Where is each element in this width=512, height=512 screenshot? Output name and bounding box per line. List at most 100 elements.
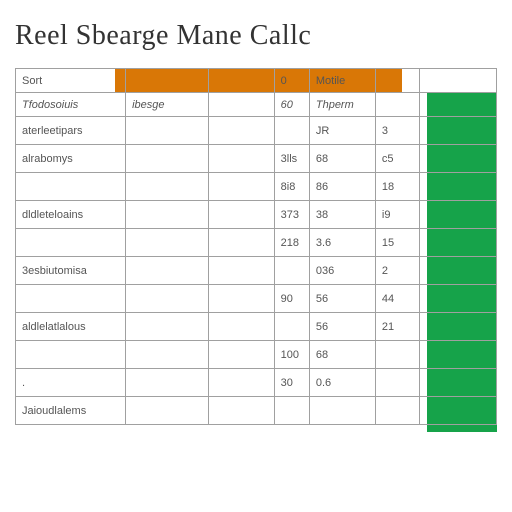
- row-data1[interactable]: JR: [309, 117, 375, 145]
- row-green[interactable]: [419, 369, 496, 397]
- row-data2[interactable]: c5: [375, 145, 419, 173]
- row-green[interactable]: [419, 285, 496, 313]
- row-spacer[interactable]: [208, 313, 274, 341]
- row-desc[interactable]: [126, 313, 209, 341]
- row-green[interactable]: [419, 341, 496, 369]
- row-num[interactable]: 100: [274, 341, 309, 369]
- row-green[interactable]: [419, 117, 496, 145]
- row-data2[interactable]: [375, 341, 419, 369]
- row-data1[interactable]: 68: [309, 341, 375, 369]
- header-sort[interactable]: Sort: [16, 69, 126, 93]
- row-spacer[interactable]: [208, 285, 274, 313]
- row-spacer[interactable]: [208, 257, 274, 285]
- row-data1[interactable]: 68: [309, 145, 375, 173]
- row-label[interactable]: aterleetipars: [16, 117, 126, 145]
- row-green[interactable]: [419, 201, 496, 229]
- row-data2[interactable]: 3: [375, 117, 419, 145]
- table-row[interactable]: . 30 0.6: [16, 369, 497, 397]
- row-num[interactable]: 218: [274, 229, 309, 257]
- row-desc[interactable]: [126, 369, 209, 397]
- table-row[interactable]: alrabomys 3lls 68 c5: [16, 145, 497, 173]
- row-desc[interactable]: [126, 257, 209, 285]
- row-green[interactable]: [419, 397, 496, 425]
- table-row[interactable]: 218 3.6 15: [16, 229, 497, 257]
- row-data2[interactable]: 18: [375, 173, 419, 201]
- table-container: Sort 0 Motile Tfodosoiuis ibesge 60 Thpe…: [15, 68, 497, 425]
- row-data1[interactable]: 86: [309, 173, 375, 201]
- table-row[interactable]: aldlelatlalous 56 21: [16, 313, 497, 341]
- subhead-col3[interactable]: 60: [274, 93, 309, 117]
- table-row[interactable]: Jaioudlalems: [16, 397, 497, 425]
- row-data1[interactable]: [309, 397, 375, 425]
- row-green[interactable]: [419, 173, 496, 201]
- page-title: Reel Sbearge Mane Callc: [15, 20, 497, 52]
- table-row[interactable]: dldleteloains 373 38 i9: [16, 201, 497, 229]
- row-data1[interactable]: 38: [309, 201, 375, 229]
- row-num[interactable]: [274, 313, 309, 341]
- header-blank3: [375, 69, 419, 93]
- row-green[interactable]: [419, 313, 496, 341]
- row-desc[interactable]: [126, 117, 209, 145]
- row-data2[interactable]: [375, 397, 419, 425]
- row-label[interactable]: alrabomys: [16, 145, 126, 173]
- row-green[interactable]: [419, 229, 496, 257]
- subhead-col1[interactable]: Tfodosoiuis: [16, 93, 126, 117]
- subheader-row: Tfodosoiuis ibesge 60 Thperm: [16, 93, 497, 117]
- row-spacer[interactable]: [208, 145, 274, 173]
- row-data1[interactable]: 56: [309, 285, 375, 313]
- row-spacer[interactable]: [208, 229, 274, 257]
- header-num[interactable]: 0: [274, 69, 309, 93]
- row-spacer[interactable]: [208, 117, 274, 145]
- row-spacer[interactable]: [208, 201, 274, 229]
- row-spacer[interactable]: [208, 341, 274, 369]
- row-green[interactable]: [419, 257, 496, 285]
- row-num[interactable]: [274, 117, 309, 145]
- row-label[interactable]: .: [16, 369, 126, 397]
- row-desc[interactable]: [126, 229, 209, 257]
- header-green: [419, 69, 496, 93]
- row-desc[interactable]: [126, 145, 209, 173]
- row-num[interactable]: 8i8: [274, 173, 309, 201]
- row-num[interactable]: 90: [274, 285, 309, 313]
- table-row[interactable]: 100 68: [16, 341, 497, 369]
- row-spacer[interactable]: [208, 173, 274, 201]
- row-num[interactable]: [274, 257, 309, 285]
- row-num[interactable]: 3lls: [274, 145, 309, 173]
- row-desc[interactable]: [126, 341, 209, 369]
- row-desc[interactable]: [126, 201, 209, 229]
- row-label[interactable]: Jaioudlalems: [16, 397, 126, 425]
- row-data1[interactable]: 036: [309, 257, 375, 285]
- row-num[interactable]: 373: [274, 201, 309, 229]
- row-label[interactable]: [16, 173, 126, 201]
- table-row[interactable]: aterleetipars JR 3: [16, 117, 497, 145]
- header-month[interactable]: Motile: [309, 69, 375, 93]
- row-spacer[interactable]: [208, 397, 274, 425]
- row-data2[interactable]: [375, 369, 419, 397]
- row-data1[interactable]: 3.6: [309, 229, 375, 257]
- row-num[interactable]: [274, 397, 309, 425]
- table-row[interactable]: 3esbiutomisa 036 2: [16, 257, 497, 285]
- row-desc[interactable]: [126, 285, 209, 313]
- table-row[interactable]: 90 56 44: [16, 285, 497, 313]
- row-data2[interactable]: 15: [375, 229, 419, 257]
- row-spacer[interactable]: [208, 369, 274, 397]
- table-row[interactable]: 8i8 86 18: [16, 173, 497, 201]
- row-data2[interactable]: i9: [375, 201, 419, 229]
- row-label[interactable]: 3esbiutomisa: [16, 257, 126, 285]
- row-label[interactable]: aldlelatlalous: [16, 313, 126, 341]
- subhead-col4[interactable]: Thperm: [309, 93, 375, 117]
- row-data2[interactable]: 44: [375, 285, 419, 313]
- row-data1[interactable]: 0.6: [309, 369, 375, 397]
- row-data2[interactable]: 2: [375, 257, 419, 285]
- row-label[interactable]: dldleteloains: [16, 201, 126, 229]
- subhead-col2[interactable]: ibesge: [126, 93, 209, 117]
- row-label[interactable]: [16, 229, 126, 257]
- row-desc[interactable]: [126, 397, 209, 425]
- row-data2[interactable]: 21: [375, 313, 419, 341]
- row-green[interactable]: [419, 145, 496, 173]
- row-num[interactable]: 30: [274, 369, 309, 397]
- row-label[interactable]: [16, 341, 126, 369]
- row-data1[interactable]: 56: [309, 313, 375, 341]
- row-desc[interactable]: [126, 173, 209, 201]
- row-label[interactable]: [16, 285, 126, 313]
